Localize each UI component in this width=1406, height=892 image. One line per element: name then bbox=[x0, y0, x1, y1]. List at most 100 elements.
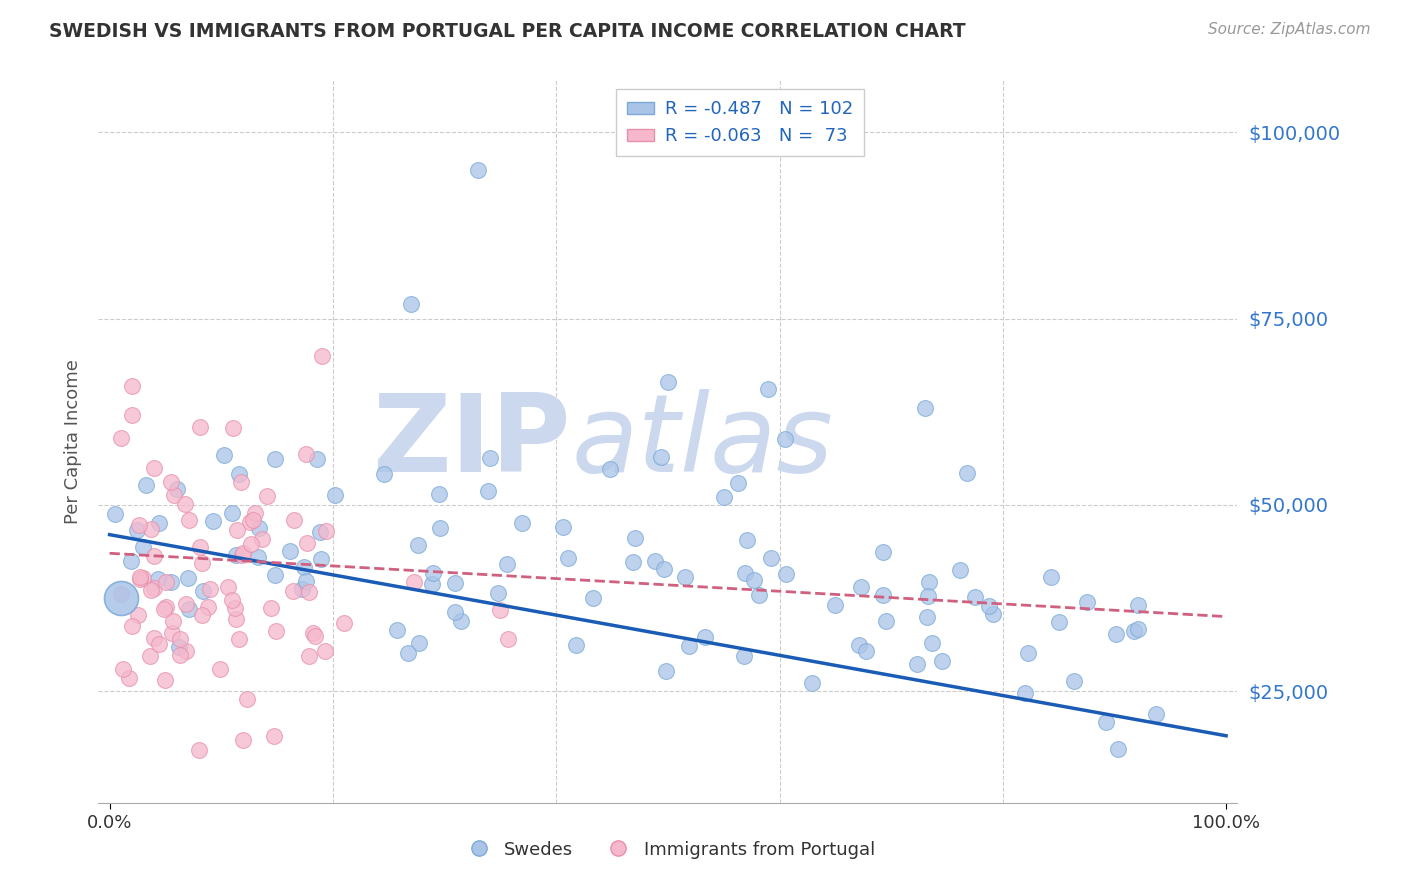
Point bbox=[139, 523, 162, 537]
Point bbox=[905, 657, 928, 671]
Point bbox=[657, 375, 679, 389]
Point bbox=[132, 572, 155, 586]
Point bbox=[174, 597, 197, 611]
Point bbox=[125, 523, 148, 537]
Point bbox=[422, 566, 444, 580]
Point bbox=[650, 450, 672, 464]
Point bbox=[1076, 594, 1098, 608]
Point bbox=[949, 563, 972, 577]
Point bbox=[727, 475, 749, 490]
Point bbox=[981, 607, 1004, 621]
Point bbox=[1017, 646, 1039, 660]
Point bbox=[914, 401, 936, 415]
Point bbox=[246, 549, 269, 564]
Legend: Swedes, Immigrants from Portugal: Swedes, Immigrants from Portugal bbox=[454, 834, 882, 866]
Point bbox=[734, 566, 756, 580]
Point bbox=[298, 649, 321, 664]
Point bbox=[495, 557, 517, 571]
Point bbox=[260, 601, 283, 615]
Point bbox=[1039, 570, 1062, 584]
Point bbox=[477, 483, 499, 498]
Point bbox=[176, 644, 198, 658]
Point bbox=[294, 447, 316, 461]
Point bbox=[429, 521, 451, 535]
Point bbox=[224, 601, 246, 615]
Point bbox=[408, 538, 430, 552]
Point bbox=[231, 548, 253, 562]
Point bbox=[713, 491, 735, 505]
Point bbox=[111, 662, 134, 676]
Point bbox=[232, 546, 254, 560]
Point bbox=[872, 587, 894, 601]
Point bbox=[917, 589, 939, 603]
Point bbox=[429, 487, 451, 501]
Point bbox=[121, 378, 143, 392]
Point bbox=[110, 587, 132, 601]
Point bbox=[228, 467, 250, 482]
Point bbox=[264, 451, 287, 466]
Point bbox=[188, 419, 211, 434]
Point bbox=[373, 467, 395, 482]
Point bbox=[733, 648, 755, 663]
Point bbox=[188, 540, 211, 554]
Point bbox=[148, 637, 170, 651]
Point bbox=[139, 582, 162, 597]
Point bbox=[128, 572, 150, 586]
Point bbox=[264, 624, 287, 638]
Point bbox=[177, 601, 200, 615]
Point bbox=[121, 618, 143, 632]
Point bbox=[162, 626, 184, 640]
Point bbox=[135, 478, 157, 492]
Point bbox=[333, 615, 356, 630]
Point bbox=[673, 570, 696, 584]
Point bbox=[496, 632, 519, 647]
Point bbox=[128, 518, 150, 533]
Point bbox=[242, 513, 264, 527]
Point bbox=[872, 545, 894, 559]
Point bbox=[775, 566, 797, 581]
Point bbox=[143, 460, 166, 475]
Point bbox=[489, 603, 512, 617]
Point bbox=[1144, 706, 1167, 721]
Point bbox=[773, 432, 796, 446]
Point bbox=[824, 598, 846, 612]
Point bbox=[443, 575, 465, 590]
Point bbox=[202, 514, 225, 528]
Point bbox=[557, 551, 579, 566]
Point bbox=[110, 431, 132, 445]
Point bbox=[163, 488, 186, 502]
Point bbox=[177, 571, 200, 585]
Text: Source: ZipAtlas.com: Source: ZipAtlas.com bbox=[1208, 22, 1371, 37]
Point bbox=[173, 497, 195, 511]
Point bbox=[624, 532, 647, 546]
Point bbox=[621, 555, 644, 569]
Point bbox=[240, 537, 263, 551]
Point bbox=[143, 581, 166, 595]
Y-axis label: Per Capita Income: Per Capita Income bbox=[63, 359, 82, 524]
Point bbox=[191, 608, 214, 623]
Point bbox=[231, 475, 253, 489]
Point bbox=[1128, 598, 1150, 612]
Point bbox=[155, 574, 177, 589]
Point bbox=[142, 549, 165, 563]
Point bbox=[443, 605, 465, 619]
Point bbox=[486, 586, 509, 600]
Point bbox=[931, 654, 953, 668]
Point bbox=[478, 451, 501, 466]
Point bbox=[221, 506, 243, 520]
Point bbox=[283, 513, 305, 527]
Point bbox=[179, 513, 201, 527]
Point bbox=[239, 516, 262, 530]
Point bbox=[742, 573, 765, 587]
Point bbox=[193, 584, 215, 599]
Point bbox=[232, 733, 254, 747]
Point bbox=[420, 577, 443, 591]
Point bbox=[160, 574, 183, 589]
Point bbox=[848, 639, 870, 653]
Point bbox=[399, 297, 422, 311]
Point bbox=[1122, 624, 1144, 638]
Point bbox=[450, 615, 472, 629]
Point bbox=[212, 448, 235, 462]
Point bbox=[166, 482, 188, 496]
Point bbox=[298, 584, 321, 599]
